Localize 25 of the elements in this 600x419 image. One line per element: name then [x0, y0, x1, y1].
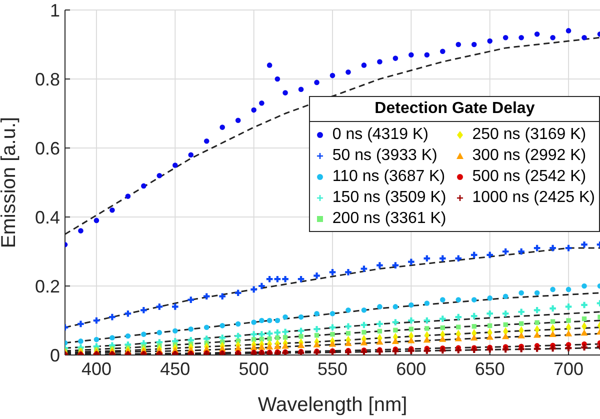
y-tick-label: 0.2 — [34, 276, 60, 296]
legend-label: 0 ns (4319 K) — [332, 126, 428, 144]
x-tick-label: 400 — [81, 358, 112, 379]
legend-label: 150 ns (3509 K) — [332, 188, 446, 206]
legend-label: 1000 ns (2425 K) — [472, 188, 595, 206]
x-tick-label: 600 — [396, 358, 426, 379]
x-axis-title: Wavelength [nm] — [258, 394, 408, 416]
legend-label: 300 ns (2992 K) — [472, 146, 586, 164]
y-axis-title: Emission [a.u.] — [0, 116, 20, 248]
y-tick-label: 0.6 — [34, 138, 60, 158]
x-tick-label: 450 — [160, 358, 190, 379]
x-tick-label: 650 — [474, 358, 505, 379]
legend-label: 50 ns (3933 K) — [332, 146, 438, 164]
y-tick-label: 0.8 — [34, 69, 60, 90]
y-tick-label: 0 — [50, 345, 60, 366]
legend-label: 200 ns (3361 K) — [332, 210, 446, 228]
x-tick-label: 700 — [554, 358, 584, 379]
legend-label: 250 ns (3169 K) — [472, 126, 586, 144]
y-tick-label: 0.4 — [34, 207, 60, 228]
y-tick-label: 1 — [50, 0, 60, 20]
legend-title: Detection Gate Delay — [310, 97, 599, 122]
legend-label: 110 ns (3687 K) — [332, 168, 446, 186]
legend-label: 500 ns (2542 K) — [472, 168, 586, 186]
x-tick-label: 500 — [238, 358, 269, 379]
x-tick-label: 550 — [317, 358, 348, 379]
